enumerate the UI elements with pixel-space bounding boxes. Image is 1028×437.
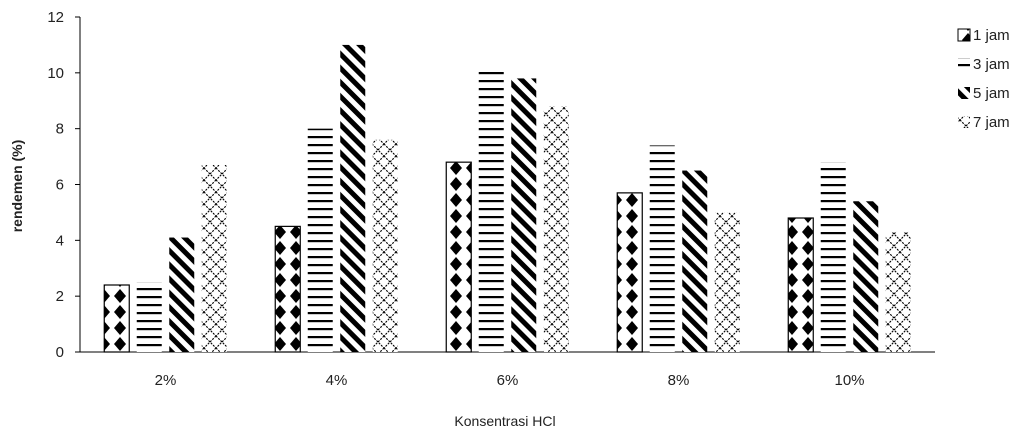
- bar-7-jam-4pct: [372, 139, 398, 352]
- legend-swatch-1-jam: [957, 28, 971, 42]
- bar-7-jam-8pct: [714, 212, 740, 352]
- bar-1-jam-8pct: [616, 192, 643, 353]
- y-tick-label: 8: [56, 121, 64, 138]
- legend-label-3-jam: 3 jam: [973, 56, 1010, 73]
- legend-swatch-7-jam: [958, 116, 970, 128]
- x-tick-label: 2%: [155, 372, 177, 389]
- y-tick-label: 6: [56, 177, 64, 194]
- bar-5-jam-10pct: [853, 201, 879, 352]
- y-tick-label: 10: [47, 65, 64, 82]
- x-tick-label: 4%: [326, 372, 348, 389]
- bar-7-jam-2pct: [201, 164, 227, 352]
- y-axis: 0 2 4 6 8 10 12: [47, 9, 81, 361]
- bar-1-jam-4pct: [274, 225, 301, 353]
- bar-1-jam-6pct: [445, 161, 472, 353]
- bar-7-jam-10pct: [885, 231, 911, 352]
- legend-label-7-jam: 7 jam: [973, 114, 1010, 131]
- legend-label-1-jam: 1 jam: [973, 27, 1010, 44]
- y-axis-title: rendemen (%): [9, 140, 25, 233]
- bar-3-jam-6pct: [478, 70, 504, 353]
- x-axis-title: Konsentrasi HCl: [454, 413, 555, 429]
- x-tick-label: 6%: [497, 372, 519, 389]
- bar-3-jam-10pct: [820, 162, 846, 352]
- legend: 1 jam 3 jam 5 jam 7 jam: [957, 27, 1010, 131]
- y-tick-label: 12: [47, 9, 64, 26]
- bar-5-jam-8pct: [682, 170, 708, 352]
- x-axis: 2% 4% 6% 8% 10%: [80, 351, 935, 389]
- y-tick-label: 0: [56, 344, 64, 361]
- y-tick-label: 4: [56, 232, 64, 249]
- x-tick-label: 8%: [668, 372, 690, 389]
- bar-3-jam-4pct: [307, 128, 333, 352]
- bar-1-jam-2pct: [103, 284, 130, 353]
- bars: [103, 44, 911, 353]
- bar-3-jam-2pct: [136, 282, 162, 352]
- legend-swatch-3-jam: [958, 58, 970, 70]
- y-tick-label: 2: [56, 288, 64, 305]
- bar-3-jam-8pct: [649, 145, 675, 352]
- x-tick-label: 10%: [834, 372, 864, 389]
- bar-1-jam-10pct: [787, 217, 814, 353]
- legend-label-5-jam: 5 jam: [973, 85, 1010, 102]
- bar-7-jam-6pct: [543, 106, 569, 352]
- bar-5-jam-4pct: [340, 44, 366, 353]
- legend-swatch-5-jam: [958, 87, 970, 99]
- bar-5-jam-6pct: [511, 78, 537, 353]
- bar-5-jam-2pct: [169, 237, 195, 352]
